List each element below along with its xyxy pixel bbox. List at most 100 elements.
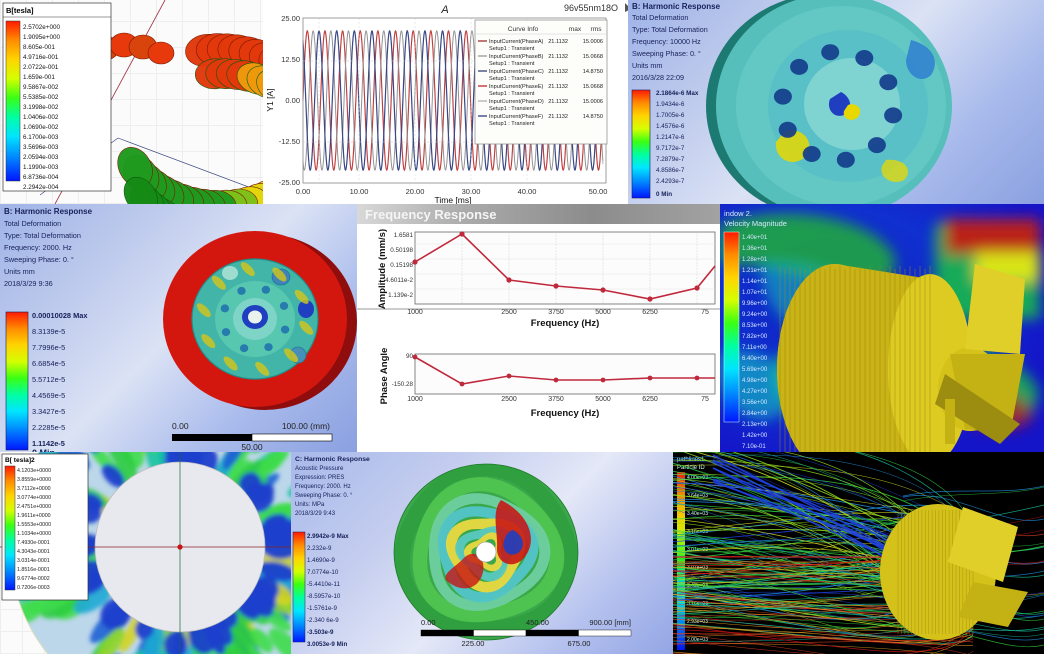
svg-text:Time [ms]: Time [ms]	[435, 195, 472, 204]
svg-text:1.8516e-0001: 1.8516e-0001	[17, 567, 50, 573]
svg-text:2.2942e-004: 2.2942e-004	[23, 184, 59, 191]
svg-text:Setup1 : Transient: Setup1 : Transient	[489, 46, 535, 52]
svg-text:Phase Angle: Phase Angle	[379, 348, 390, 405]
svg-text:Sweeping Phase: 0. °: Sweeping Phase: 0. °	[4, 255, 74, 264]
svg-text:3.0774e+0000: 3.0774e+0000	[17, 495, 51, 501]
svg-text:-12.50: -12.50	[279, 137, 300, 146]
svg-text:1.0406e-002: 1.0406e-002	[23, 114, 59, 121]
svg-text:3750: 3750	[548, 309, 564, 316]
svg-text:50.00: 50.00	[589, 187, 608, 196]
svg-text:7.0774e-10: 7.0774e-10	[307, 569, 339, 576]
svg-text:10.00: 10.00	[350, 187, 369, 196]
svg-text:Setup1 : Transient: Setup1 : Transient	[489, 91, 535, 97]
svg-text:12.50: 12.50	[281, 55, 300, 64]
svg-text:0.00: 0.00	[296, 187, 311, 196]
svg-text:-3.503e-9: -3.503e-9	[307, 629, 334, 636]
svg-text:50.00: 50.00	[241, 442, 263, 452]
svg-text:75: 75	[701, 309, 709, 316]
svg-text:3.7112e+0000: 3.7112e+0000	[17, 486, 51, 492]
svg-text:4.9716e-001: 4.9716e-001	[23, 54, 59, 61]
svg-text:2.4751e+0000: 2.4751e+0000	[17, 504, 51, 510]
svg-text:15.0668: 15.0668	[583, 54, 603, 60]
svg-text:1.659e-001: 1.659e-001	[23, 74, 55, 81]
svg-text:2.13e+00: 2.13e+00	[742, 422, 768, 428]
svg-text:Type: Total Deformation: Type: Total Deformation	[632, 25, 708, 34]
svg-text:20.00: 20.00	[406, 187, 425, 196]
svg-text:B[ tesla]2: B[ tesla]2	[5, 457, 35, 464]
svg-text:1.5553e+0000: 1.5553e+0000	[17, 522, 51, 528]
svg-text:Setup1 : Transient: Setup1 : Transient	[489, 61, 535, 67]
svg-text:1.2147e-6: 1.2147e-6	[656, 134, 685, 141]
svg-text:Units: MPa: Units: MPa	[295, 502, 325, 508]
svg-text:225.00: 225.00	[462, 639, 485, 648]
svg-text:14.8750: 14.8750	[583, 114, 603, 120]
svg-text:40.00: 40.00	[518, 187, 537, 196]
svg-text:Total Deformation: Total Deformation	[4, 219, 61, 228]
svg-text:3.40e+03: 3.40e+03	[687, 511, 708, 517]
svg-text:Setup1 : Transient: Setup1 : Transient	[489, 106, 535, 112]
svg-text:2.0722e-001: 2.0722e-001	[23, 64, 59, 71]
svg-text:Amplitude (mm/s): Amplitude (mm/s)	[377, 229, 388, 309]
svg-text:3.3427e-5: 3.3427e-5	[32, 407, 65, 416]
svg-text:21.1132: 21.1132	[548, 69, 568, 75]
svg-text:14.8750: 14.8750	[583, 69, 603, 75]
svg-text:8.605e-001: 8.605e-001	[23, 44, 55, 51]
svg-text:Frequency: 2000. Hz: Frequency: 2000. Hz	[4, 243, 72, 252]
svg-text:1.6581: 1.6581	[394, 232, 414, 239]
svg-text:rms: rms	[591, 26, 603, 33]
svg-text:6250: 6250	[642, 309, 658, 316]
svg-text:4.4569e-5: 4.4569e-5	[32, 391, 65, 400]
svg-text:2500: 2500	[501, 309, 517, 316]
svg-text:4.3043e-0001: 4.3043e-0001	[17, 549, 50, 555]
svg-text:4.8586e-7: 4.8586e-7	[656, 167, 685, 174]
svg-text:3.56e+00: 3.56e+00	[742, 400, 768, 406]
svg-text:21.1132: 21.1132	[548, 114, 568, 120]
svg-text:Type: Total Deformation: Type: Total Deformation	[4, 231, 81, 240]
svg-text:3750: 3750	[548, 396, 564, 403]
svg-text:InputCurrent(PhaseC): InputCurrent(PhaseC)	[489, 69, 544, 75]
svg-text:0.00010028 Max: 0.00010028 Max	[32, 311, 88, 320]
svg-text:8.3139e-5: 8.3139e-5	[32, 327, 65, 336]
svg-text:Units mm: Units mm	[632, 61, 662, 70]
svg-text:9.6774e-0002: 9.6774e-0002	[17, 576, 50, 582]
svg-text:1.14e+01: 1.14e+01	[742, 279, 768, 285]
svg-text:Y1 [A]: Y1 [A]	[265, 88, 275, 111]
svg-text:2.5702e+000: 2.5702e+000	[23, 24, 60, 31]
svg-text:5000: 5000	[595, 396, 611, 403]
svg-text:15.0006: 15.0006	[583, 99, 603, 105]
svg-text:7.7996e-5: 7.7996e-5	[32, 343, 65, 352]
svg-text:1.4690e-9: 1.4690e-9	[307, 557, 335, 564]
svg-text:InputCurrent(PhaseE): InputCurrent(PhaseE)	[489, 84, 544, 90]
svg-text:6.8736e-004: 6.8736e-004	[23, 174, 59, 181]
svg-text:1.07e+01: 1.07e+01	[742, 290, 768, 296]
svg-text:75: 75	[701, 396, 709, 403]
svg-text:Sweeping Phase: 0. °: Sweeping Phase: 0. °	[632, 49, 701, 58]
svg-text:3.0314e-0001: 3.0314e-0001	[17, 558, 50, 564]
svg-text:15.0006: 15.0006	[583, 39, 603, 45]
svg-text:1.9434e-6: 1.9434e-6	[656, 101, 685, 108]
svg-text:0.7206e-0003: 0.7206e-0003	[17, 585, 50, 591]
svg-text:1.4576e-6: 1.4576e-6	[656, 123, 685, 130]
svg-text:InputCurrent(PhaseF): InputCurrent(PhaseF)	[489, 114, 543, 120]
svg-text:2.2285e-5: 2.2285e-5	[32, 423, 65, 432]
svg-text:max: max	[569, 26, 582, 33]
svg-text:4.6011e-2: 4.6011e-2	[385, 277, 413, 284]
svg-text:9.96e+00: 9.96e+00	[742, 301, 768, 307]
svg-text:1000: 1000	[407, 309, 423, 316]
svg-text:8.53e+00: 8.53e+00	[742, 323, 768, 329]
svg-text:-8.5957e-10: -8.5957e-10	[307, 593, 341, 600]
svg-text:Units mm: Units mm	[4, 267, 35, 276]
svg-text:7.2879e-7: 7.2879e-7	[656, 156, 685, 163]
svg-text:Sweeping Phase: 0. °: Sweeping Phase: 0. °	[295, 493, 353, 499]
svg-text:15.0668: 15.0668	[583, 84, 603, 90]
svg-text:1.9095e+000: 1.9095e+000	[23, 34, 60, 41]
svg-text:3.0053e-9 Min: 3.0053e-9 Min	[307, 641, 347, 648]
svg-text:0.15198: 0.15198	[390, 262, 413, 269]
svg-text:6.6854e-5: 6.6854e-5	[32, 359, 65, 368]
svg-text:A: A	[440, 4, 448, 16]
svg-text:0 Min: 0 Min	[656, 191, 672, 198]
svg-text:Setup1 : Transient: Setup1 : Transient	[489, 76, 535, 82]
svg-text:B[tesla]: B[tesla]	[6, 6, 34, 15]
svg-text:C: Harmonic Response: C: Harmonic Response	[295, 456, 370, 463]
svg-text:1.9611e+0000: 1.9611e+0000	[17, 513, 51, 519]
